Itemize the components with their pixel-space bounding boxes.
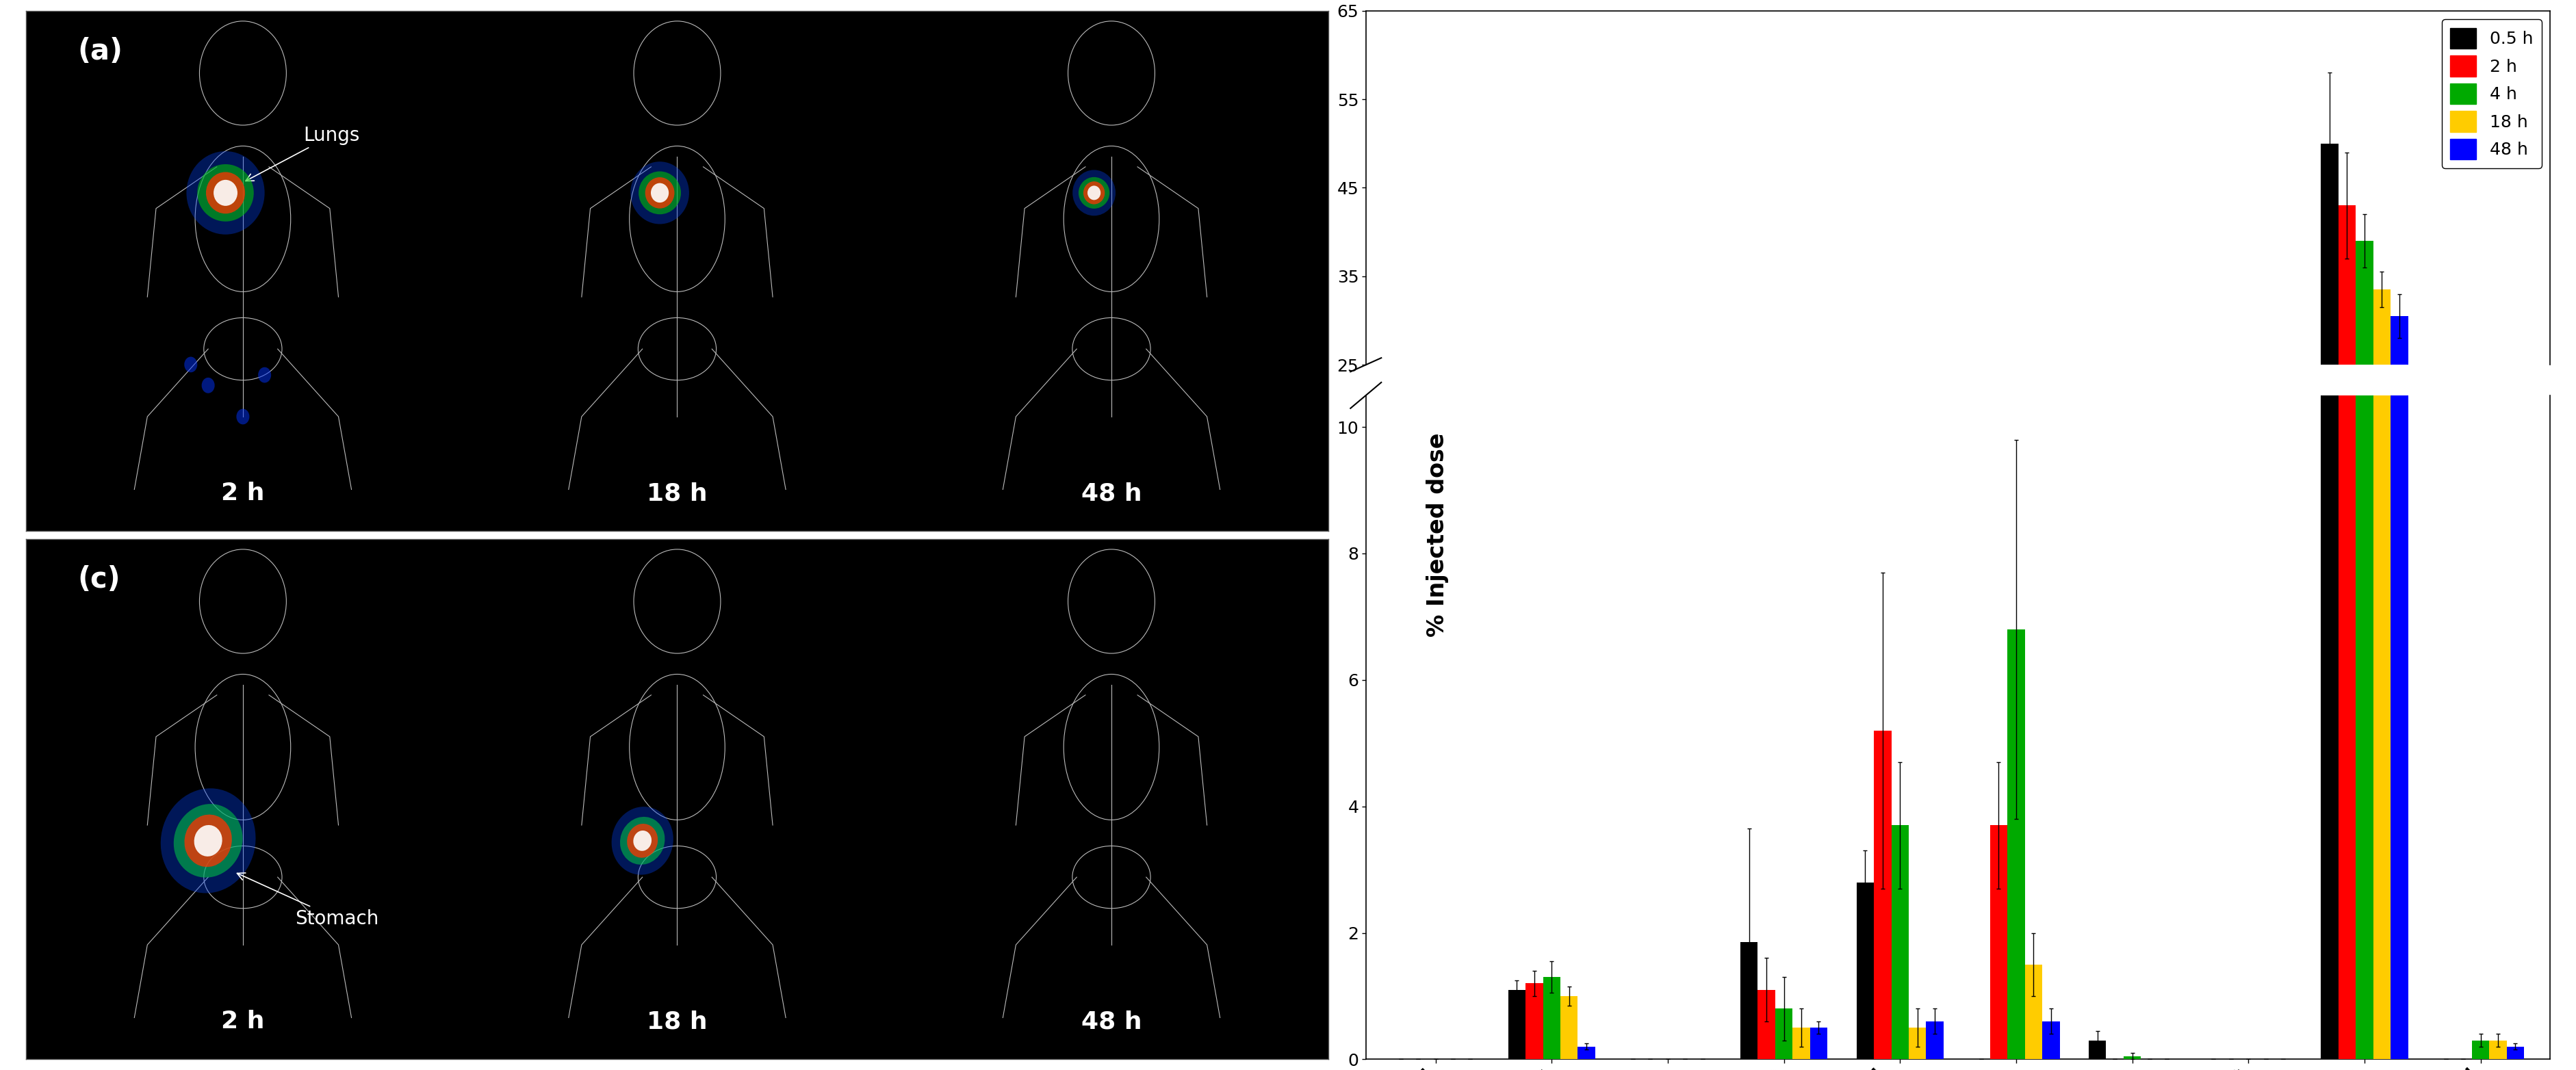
Bar (2321, 143, 2339, 586)
Ellipse shape (1084, 182, 1105, 204)
Ellipse shape (1087, 186, 1100, 200)
Bar (1891, 553, 1909, 586)
Text: 48 h: 48 h (1082, 482, 1141, 505)
Bar (2488, 1040, 2506, 1059)
Bar (2473, 583, 2488, 586)
Bar (2372, 0, 2391, 1059)
Text: (a): (a) (77, 36, 124, 65)
Text: 2 h: 2 h (222, 1010, 265, 1034)
Circle shape (185, 356, 198, 372)
Bar (1909, 1027, 1927, 1059)
Circle shape (258, 367, 270, 383)
Bar (2354, 0, 2372, 1059)
Ellipse shape (644, 178, 675, 209)
Bar (2354, 241, 2372, 586)
Ellipse shape (198, 164, 255, 221)
Bar (1543, 977, 1561, 1059)
Ellipse shape (1079, 178, 1110, 209)
Circle shape (201, 378, 214, 393)
Ellipse shape (206, 172, 245, 214)
Bar (2043, 1022, 2061, 1059)
Bar (1525, 576, 1543, 586)
Text: 18 h: 18 h (647, 482, 708, 505)
Bar (1793, 1027, 1811, 1059)
Bar (1991, 825, 2007, 1059)
Legend: 0.5 h, 2 h, 4 h, 18 h, 48 h: 0.5 h, 2 h, 4 h, 18 h, 48 h (2442, 19, 2543, 168)
Bar (2043, 581, 2061, 586)
Bar (1577, 1046, 1595, 1059)
Ellipse shape (626, 824, 657, 858)
Bar (1543, 575, 1561, 586)
Bar (2391, 0, 2409, 1059)
Text: 18 h: 18 h (647, 1010, 708, 1034)
Text: 48 h: 48 h (1082, 1010, 1141, 1034)
Bar (1793, 582, 1811, 586)
Ellipse shape (185, 151, 265, 234)
Bar (1857, 562, 1873, 586)
Bar (1891, 825, 1909, 1059)
Ellipse shape (652, 183, 670, 202)
Bar (2339, 0, 2354, 1059)
Bar (1507, 990, 1525, 1059)
Bar (1757, 577, 1775, 586)
Text: (c): (c) (77, 565, 121, 594)
Bar (2089, 583, 2107, 586)
Text: 2 h: 2 h (222, 482, 265, 505)
Bar (1507, 577, 1525, 586)
Bar (1775, 1009, 1793, 1059)
Bar (2025, 572, 2043, 586)
Bar (2372, 290, 2391, 586)
Bar (2506, 584, 2524, 586)
Bar (1857, 883, 1873, 1059)
Ellipse shape (631, 162, 690, 224)
Bar (1561, 996, 1577, 1059)
Ellipse shape (639, 171, 680, 214)
Bar (1909, 582, 1927, 586)
Bar (2123, 1056, 2141, 1059)
Ellipse shape (173, 804, 242, 877)
Text: Lungs: Lungs (245, 126, 361, 181)
Bar (2473, 1040, 2488, 1059)
Bar (2007, 629, 2025, 1059)
Ellipse shape (611, 807, 672, 875)
Bar (2488, 583, 2506, 586)
Ellipse shape (621, 816, 665, 865)
Ellipse shape (160, 789, 255, 893)
Bar (2391, 316, 2409, 586)
Text: Stomach: Stomach (237, 873, 379, 928)
Ellipse shape (214, 180, 237, 205)
Bar (1927, 581, 1942, 586)
Bar (1741, 569, 1757, 586)
Bar (1757, 990, 1775, 1059)
Bar (1991, 553, 2007, 586)
Bar (1811, 1027, 1826, 1059)
Ellipse shape (1072, 170, 1115, 216)
Ellipse shape (193, 825, 222, 856)
Bar (1741, 943, 1757, 1059)
Ellipse shape (634, 830, 652, 851)
Bar (2506, 1046, 2524, 1059)
Bar (1775, 579, 1793, 586)
Bar (1577, 584, 1595, 586)
Bar (2007, 526, 2025, 586)
Bar (1873, 731, 1891, 1059)
Ellipse shape (185, 814, 232, 867)
Bar (1561, 578, 1577, 586)
Text: % Injected dose: % Injected dose (1427, 433, 1448, 637)
Circle shape (237, 409, 250, 425)
Bar (1927, 1022, 1942, 1059)
Bar (1811, 582, 1826, 586)
Bar (2321, 0, 2339, 1059)
Bar (1525, 983, 1543, 1059)
Bar (2025, 964, 2043, 1059)
Bar (2089, 1040, 2107, 1059)
Bar (2339, 205, 2354, 586)
Bar (1873, 540, 1891, 586)
